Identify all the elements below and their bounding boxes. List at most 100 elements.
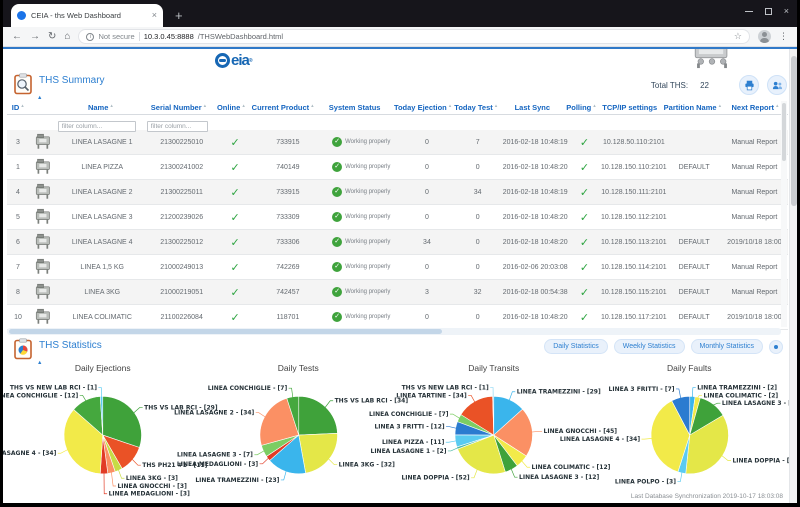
- machine-thumbnail: [35, 208, 50, 224]
- status-ok-icon: ✓: [332, 262, 343, 272]
- summary-actions: Total THS: 22: [651, 75, 787, 95]
- column-header[interactable]: Next Report ▴: [731, 103, 779, 112]
- table-row[interactable]: 4 LINEA LASAGNE 2 21300225011 ✓ 733915 ✓ Worki…: [7, 180, 788, 205]
- column-header[interactable]: System Status: [328, 103, 381, 112]
- stats-weekly-button[interactable]: Weekly Statistics: [613, 339, 685, 354]
- cell-today-test: 32: [473, 288, 482, 296]
- column-header[interactable]: Serial Number ▴: [150, 103, 207, 112]
- column-header[interactable]: Name ▴: [87, 103, 113, 112]
- cell-system-status: ✓ Working properly: [322, 137, 400, 147]
- cell-id: 7: [16, 263, 20, 271]
- tab-title: CEIA - ths Web Dashboard: [31, 11, 121, 20]
- url-path: /THSWebDashboard.html: [197, 32, 284, 41]
- cell-last-sync: 2016-02-06 20:03:08: [502, 263, 568, 271]
- browser-toolbar: ← → ↻ ⌂ i Not secure 10.3.0.45:8888 /THS…: [3, 27, 797, 47]
- label-leader-line: [696, 395, 702, 399]
- cell-current-product: 733915: [276, 188, 300, 196]
- pie-slice-label: LINEA 3KG - [3]: [126, 475, 178, 482]
- pie-chart: Daily Transits LINEA TRAMEZZINI - [29] LIN…: [369, 363, 617, 501]
- back-icon[interactable]: ←: [12, 30, 22, 42]
- table-row[interactable]: 7 LINEA 1,5 KG 21000249013 ✓ 742269 ✓ Working …: [7, 255, 788, 280]
- pie-slice[interactable]: [297, 396, 338, 436]
- label-leader-line: [641, 438, 652, 440]
- online-check-icon: ✓: [230, 286, 240, 299]
- table-row[interactable]: 8 LINEA 3KG 21000219051 ✓ 742457 ✓ Working pro…: [7, 280, 788, 305]
- sort-icon[interactable]: ▴: [448, 103, 452, 109]
- sort-icon[interactable]: ▴: [776, 103, 779, 109]
- filter-serial-input[interactable]: [146, 121, 209, 132]
- cell-last-sync: 2016-02-18 10:48:19: [502, 138, 568, 146]
- column-header[interactable]: Polling ▴: [566, 103, 596, 112]
- cell-serial: 21100226084: [160, 313, 203, 321]
- cell-image: [29, 233, 58, 252]
- column-header[interactable]: Today Ejection ▴: [393, 103, 452, 112]
- pie-slice-label: THS VS NEW LAB RCI - [1]: [402, 385, 489, 392]
- cell-system-status: ✓ Working properly: [322, 287, 400, 297]
- sort-icon[interactable]: ▴: [593, 103, 596, 109]
- ths-machine-image: [691, 49, 733, 74]
- menu-kebab-icon[interactable]: ⋮: [779, 31, 788, 41]
- column-header[interactable]: Current Product ▴: [251, 103, 314, 112]
- column-header[interactable]: Partition Name ▴: [663, 103, 722, 112]
- sort-icon[interactable]: ▴: [494, 103, 498, 109]
- browser-window: CEIA - ths Web Dashboard × + × ← → ↻ ⌂ i…: [3, 0, 797, 503]
- minimize-icon[interactable]: [744, 10, 753, 12]
- chart-title: Daily Transits: [468, 363, 520, 373]
- print-button[interactable]: [739, 75, 759, 95]
- browser-tab[interactable]: CEIA - ths Web Dashboard ×: [11, 4, 163, 27]
- table-row[interactable]: 1 LINEA PIZZA 21300241002 ✓ 740149 ✓ Working p…: [7, 155, 788, 180]
- bookmark-star-icon[interactable]: ☆: [733, 31, 742, 41]
- table-row[interactable]: 3 LINEA LASAGNE 1 21300225010 ✓ 733915 ✓ Worki…: [7, 130, 788, 155]
- column-header[interactable]: TCP/IP settings: [602, 103, 658, 112]
- sort-icon[interactable]: ▴: [203, 103, 207, 109]
- reload-icon[interactable]: ↻: [48, 30, 57, 42]
- profile-avatar[interactable]: [758, 30, 771, 43]
- label-leader-line: [259, 457, 269, 465]
- page-scrollbar[interactable]: [789, 49, 797, 503]
- stats-more-button[interactable]: [769, 339, 783, 354]
- polling-check-icon: ✓: [579, 136, 590, 149]
- column-header[interactable]: ID ▴: [11, 103, 24, 112]
- column-header[interactable]: Today Test ▴: [454, 103, 498, 112]
- table-row[interactable]: 10 LINEA COLIMATIC 21100226084 ✓ 118701 ✓ Work…: [7, 305, 788, 330]
- home-icon[interactable]: ⌂: [64, 30, 71, 42]
- table-horizontal-scrollbar[interactable]: [7, 328, 781, 335]
- label-leader-line: [253, 450, 265, 456]
- label-leader-line: [118, 469, 125, 479]
- sort-icon[interactable]: ▴: [311, 103, 314, 109]
- close-icon[interactable]: ×: [783, 6, 789, 16]
- new-tab-button[interactable]: +: [175, 8, 183, 23]
- pie-slice-label: LINEA POLPO - [3]: [614, 479, 675, 486]
- info-icon[interactable]: i: [86, 32, 95, 41]
- filter-name-input[interactable]: [57, 121, 137, 132]
- status-ok-icon: ✓: [332, 287, 343, 297]
- cell-tcpip: 10.128.150.117:2101: [601, 313, 667, 321]
- table-row[interactable]: 6 LINEA LASAGNE 4 21300225012 ✓ 733306 ✓ Worki…: [7, 230, 788, 255]
- column-header[interactable]: Last Sync: [514, 103, 550, 112]
- tab-close-icon[interactable]: ×: [151, 10, 157, 20]
- address-bar[interactable]: i Not secure 10.3.0.45:8888 /THSWebDashb…: [78, 29, 750, 44]
- stats-daily-button[interactable]: Daily Statistics: [544, 339, 608, 354]
- cell-serial: 21300225010: [160, 138, 204, 146]
- table-scrollbar[interactable]: [781, 101, 787, 327]
- cell-last-sync: 2016-02-18 10:48:20: [502, 238, 568, 246]
- users-icon: [772, 81, 782, 89]
- statistics-collapse-icon[interactable]: ▲: [37, 360, 43, 366]
- sort-icon[interactable]: ▴: [242, 103, 245, 109]
- summary-collapse-icon[interactable]: ▲: [37, 95, 43, 101]
- forward-icon[interactable]: →: [30, 30, 40, 42]
- sort-icon[interactable]: ▴: [21, 103, 24, 109]
- pie-slice-label: LINEA CONCHIGLIE - [12]: [3, 392, 78, 399]
- sort-icon[interactable]: ▴: [110, 103, 113, 109]
- cell-serial: 21300225012: [160, 238, 204, 246]
- pie-slice-label: LINEA GNOCCHI - [45]: [544, 428, 618, 435]
- stats-monthly-button[interactable]: Monthly Statistics: [690, 339, 763, 354]
- table-row[interactable]: 5 LINEA LASAGNE 3 21200239026 ✓ 733309 ✓ Worki…: [7, 205, 788, 230]
- cell-image: [29, 183, 58, 202]
- cell-name: LINEA 1,5 KG: [80, 263, 125, 271]
- pie-slice-label: THS VS LAB RCI - [29]: [144, 404, 218, 411]
- sort-icon[interactable]: ▴: [718, 103, 722, 109]
- column-header[interactable]: Online ▴: [216, 103, 245, 112]
- maximize-icon[interactable]: [764, 7, 772, 15]
- users-button[interactable]: [767, 75, 787, 95]
